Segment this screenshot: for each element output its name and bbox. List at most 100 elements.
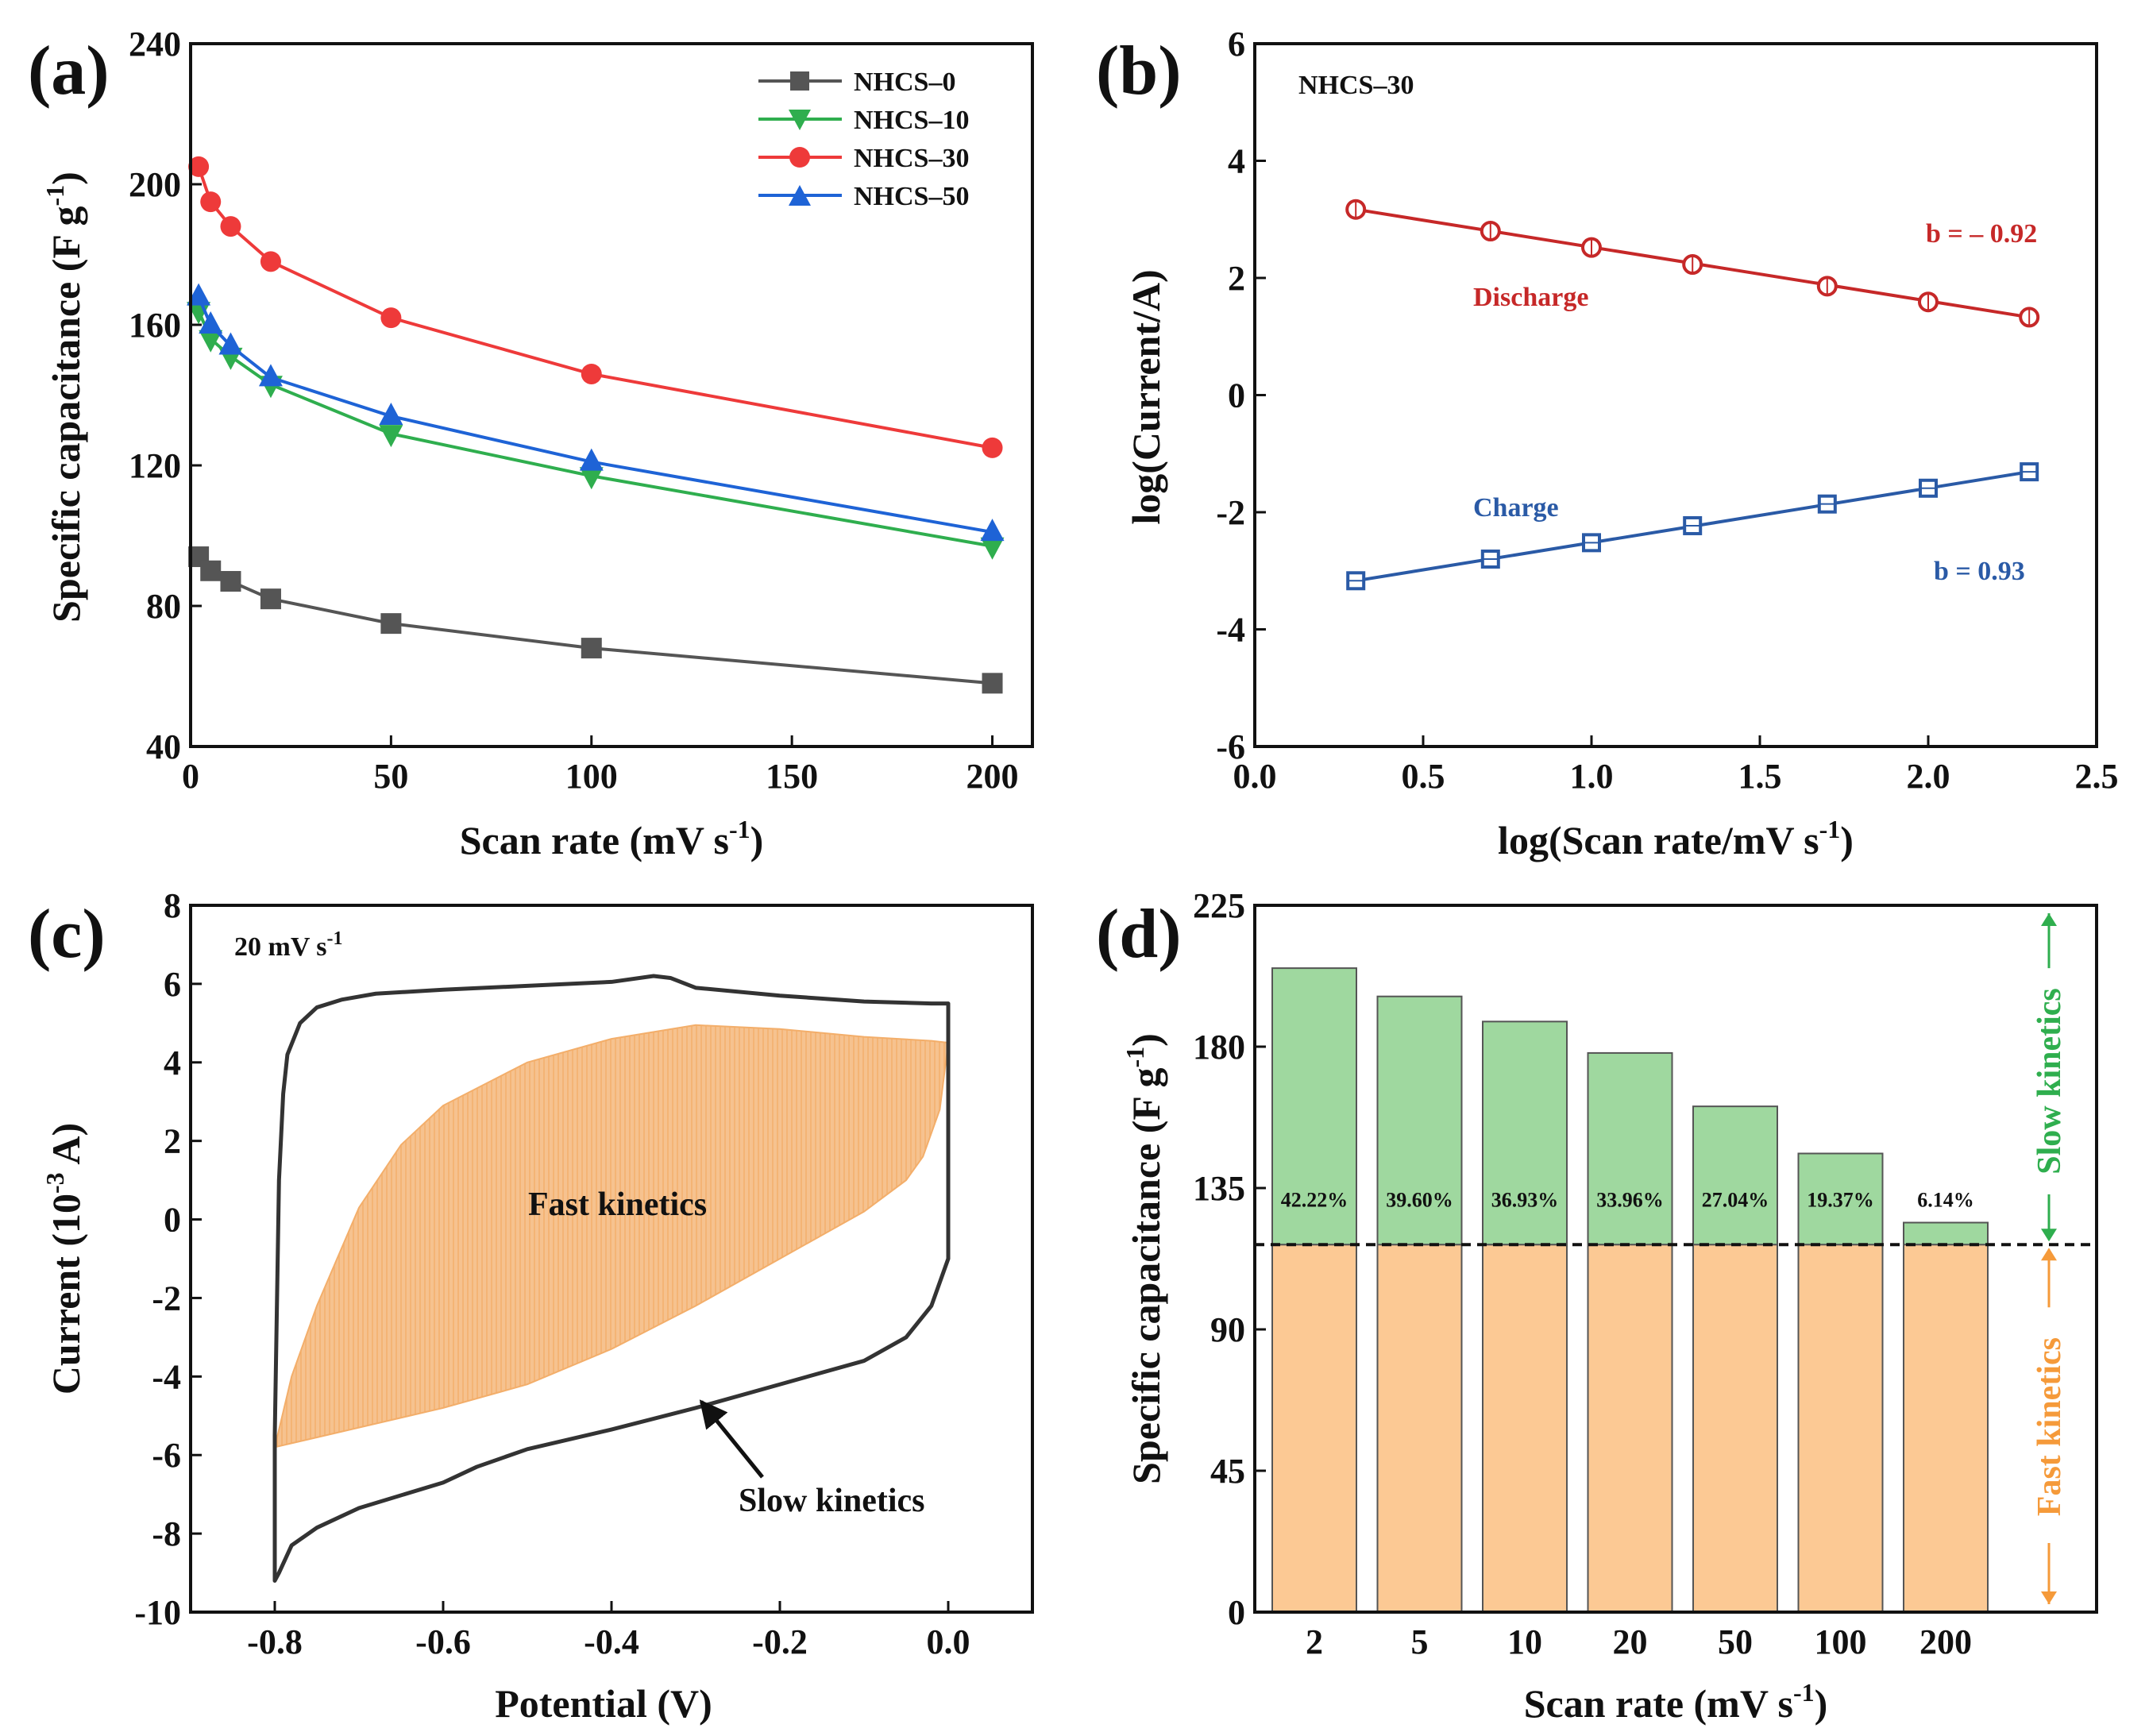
x-tick-label: 5 [1411, 1622, 1429, 1661]
bar-fast-2 [1271, 1244, 1357, 1613]
panel-c-xlabel: Potential (V) [495, 1681, 712, 1726]
data-point-1-1 [199, 330, 223, 353]
x-tick-label: 50 [1718, 1622, 1753, 1661]
x-tick-label: 0 [182, 757, 199, 796]
data-point-2-6 [982, 437, 1003, 458]
legend-entry-nhcs-30: NHCS–30 [758, 144, 969, 173]
data-point-1-5 [579, 467, 604, 490]
y-tick-label: -6 [152, 1436, 181, 1475]
cv-curve [272, 974, 951, 1583]
x-tick-label: 100 [565, 757, 618, 796]
discharge-slope-label: b = – 0.92 [1926, 219, 2037, 249]
kinetics-side-annotation: Slow kinetics Fast kinetics [2031, 913, 2068, 1604]
data-point-3-6 [980, 519, 1005, 542]
y-tick-label: 0 [1228, 376, 1245, 415]
panel-d-ylabel: Specific capacitance (F g-1) [1121, 1033, 1168, 1484]
panel-a-ylabel: Specific capacitance (F g-1) [41, 172, 88, 623]
data-point-0-4 [380, 613, 402, 635]
slow-kinetics-label: Slow kinetics [739, 1483, 925, 1519]
panel-a-series [187, 156, 1005, 694]
panel-d: (d) 0 45 90 135 180 225 2 5 10 20 50 100 200 42.22% 3… [1096, 886, 2098, 1726]
bar-slow-100 [1797, 1152, 1884, 1246]
data-point-0-3 [260, 588, 281, 610]
data-point-0-2 [220, 571, 241, 592]
panel-d-letter: (d) [1096, 896, 1182, 973]
panel-d-bars: 42.22% 39.60% 36.93% 33.96% 27.04% 19.37% 6.14… [1255, 967, 2097, 1613]
data-point-0-1 [200, 560, 222, 581]
charge-label: Charge [1473, 493, 1559, 523]
data-point-2-3 [260, 251, 281, 272]
y-tick-label: -2 [1216, 493, 1245, 532]
slow-arrowhead-top [2041, 913, 2057, 926]
data-point-2-5 [581, 363, 602, 384]
x-tick-label: 10 [1507, 1622, 1542, 1661]
panel-b-letter: (b) [1096, 33, 1182, 110]
y-tick-label: 160 [129, 306, 181, 345]
slow-kinetics-side-label: Slow kinetics [2031, 988, 2068, 1175]
bar-fast-5 [1376, 1244, 1463, 1613]
panel-c-frame [189, 904, 1034, 1614]
legend-label-nhcs-30: NHCS–30 [854, 144, 969, 173]
y-tick-label: 4 [1228, 142, 1245, 181]
x-tick-label: 0.5 [1402, 757, 1445, 796]
legend-label-nhcs-10: NHCS–10 [854, 106, 969, 135]
panel-a: (a) 0 50 100 150 200 40 80 120 160 200 240 NHCS–0 … [28, 25, 1034, 862]
panel-b-title: NHCS–30 [1298, 71, 1414, 100]
data-point-1-6 [980, 537, 1005, 560]
x-tick-label: -0.6 [415, 1622, 471, 1661]
bar-slow-5 [1376, 995, 1463, 1246]
fast-kinetics-side-label: Fast kinetics [2031, 1337, 2068, 1516]
x-tick-label: 50 [373, 757, 408, 796]
y-tick-label: 2 [164, 1122, 181, 1161]
panel-c-plot [272, 974, 951, 1583]
panel-c: (c) -0.8 -0.6 -0.4 -0.2 0.0-10-8-6-4-202468 … [28, 886, 1034, 1726]
y-tick-label: -4 [1216, 611, 1245, 650]
percent-label-50: 27.04% [1702, 1189, 1769, 1212]
y-tick-label: 180 [1193, 1028, 1245, 1067]
fast-arrowhead-top [2041, 1248, 2057, 1261]
data-point-3-2 [218, 332, 243, 355]
bar-fast-20 [1587, 1244, 1673, 1613]
percent-label-200: 6.14% [1917, 1189, 1974, 1212]
panel-d-ticks: 0 45 90 135 180 225 2 5 10 20 50 100 200 [1193, 886, 1972, 1661]
legend-entry-nhcs-50: NHCS–50 [758, 182, 969, 211]
series-line-0 [197, 555, 993, 685]
capacitive-area [273, 1024, 950, 1449]
panel-a-legend: NHCS–0 NHCS–10 NHCS–30 NHCS–50 [758, 68, 969, 211]
panel-c-letter: (c) [28, 896, 106, 973]
data-point-0-6 [982, 673, 1003, 694]
bar-fast-10 [1482, 1244, 1568, 1613]
y-tick-label: 45 [1210, 1452, 1245, 1491]
y-tick-label: 135 [1193, 1169, 1245, 1208]
panel-c-ylabel: Current (10-3 A) [41, 1123, 88, 1395]
data-point-1-4 [379, 425, 403, 448]
data-point-2-2 [220, 216, 241, 237]
percent-label-100: 19.37% [1807, 1189, 1874, 1212]
panel-a-letter: (a) [28, 33, 110, 110]
slow-arrowhead-bottom [2041, 1229, 2057, 1242]
y-tick-label: 8 [164, 886, 181, 925]
y-tick-label: -8 [152, 1514, 181, 1553]
y-tick-label: -2 [152, 1279, 181, 1317]
data-point-3-3 [258, 364, 283, 387]
x-tick-label: 200 [966, 757, 1019, 796]
x-tick-label: -0.8 [247, 1622, 303, 1661]
x-tick-label: 0.0 [927, 1622, 970, 1661]
y-tick-label: 0 [164, 1201, 181, 1240]
x-tick-label: 2.5 [2075, 757, 2119, 796]
panel-b-frame [1253, 42, 2098, 748]
percent-label-10: 36.93% [1491, 1189, 1559, 1212]
x-tick-label: 1.0 [1570, 757, 1614, 796]
data-point-3-5 [579, 448, 604, 471]
x-tick-label: 20 [1613, 1622, 1648, 1661]
x-tick-label: 100 [1815, 1622, 1867, 1661]
y-tick-label: 120 [129, 446, 181, 485]
data-point-2-0 [188, 156, 210, 177]
panel-b-xlabel: log(Scan rate/mV s-1) [1498, 815, 1854, 862]
slow-kinetics-arrow [699, 1399, 764, 1479]
panel-a-ticks: 0 50 100 150 200 40 80 120 160 200 240 [129, 25, 1019, 796]
y-tick-label: 225 [1193, 886, 1245, 925]
bar-slow-2 [1271, 967, 1357, 1246]
series-line-3 [197, 295, 993, 534]
